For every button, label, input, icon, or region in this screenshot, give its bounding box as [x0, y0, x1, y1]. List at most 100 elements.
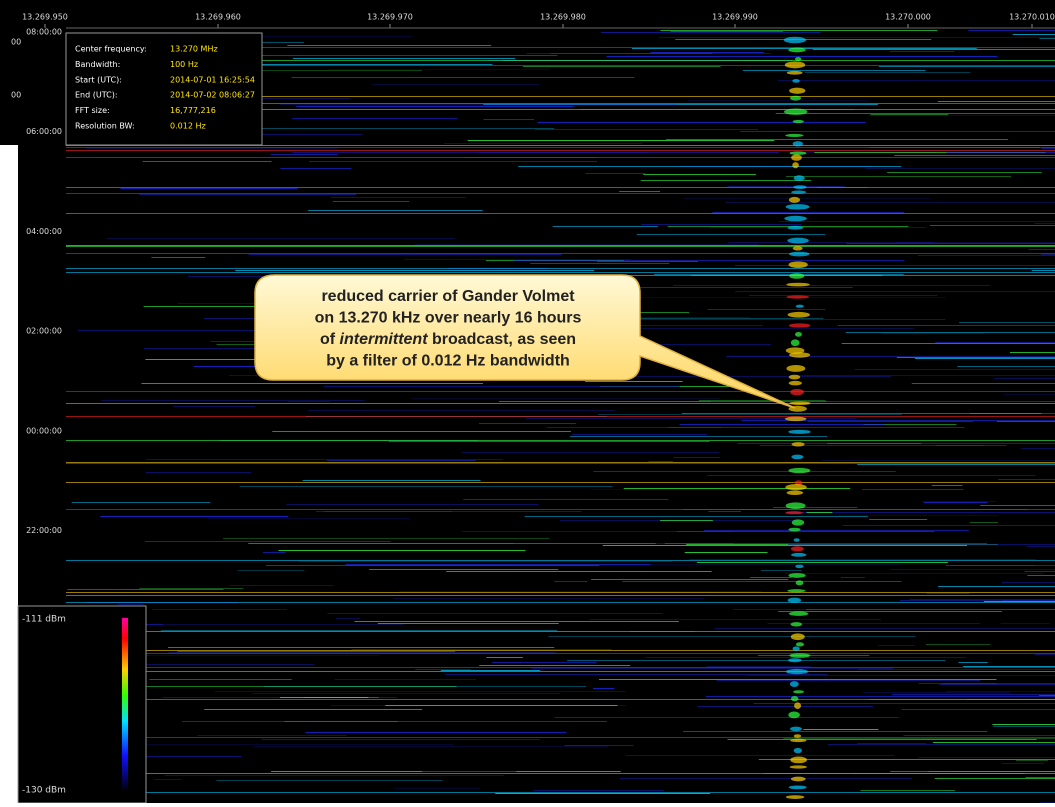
carrier-blob [785, 133, 804, 137]
noise-streak [946, 152, 1055, 153]
noise-streak [223, 538, 550, 539]
noise-streak [142, 161, 272, 162]
noise-streak [394, 788, 480, 789]
noise-streak [827, 744, 1055, 745]
noise-streak [143, 306, 301, 307]
strong-line [66, 482, 1055, 483]
noise-streak [567, 660, 946, 661]
info-rows: Center frequency: 13.270 MHz Bandwidth: 100… [75, 45, 255, 131]
noise-streak [841, 343, 1055, 344]
noise-streak [303, 697, 379, 698]
noise-streak [607, 325, 764, 326]
noise-streak [784, 573, 1045, 574]
noise-streak [180, 134, 363, 135]
colorbar [122, 618, 128, 790]
noise-streak [403, 259, 631, 260]
carrier-blob [787, 597, 802, 603]
noise-streak [85, 148, 338, 149]
carrier-blob [788, 323, 811, 328]
noise-streak [928, 771, 1055, 772]
carrier-blob [793, 690, 804, 694]
noise-streak [1025, 777, 1055, 778]
noise-streak [887, 172, 1042, 173]
noise-streak [643, 174, 756, 175]
noise-streak [857, 743, 927, 744]
noise-streak [727, 739, 1037, 740]
noise-streak [280, 168, 352, 169]
noise-streak [486, 657, 523, 658]
noise-streak [164, 775, 504, 776]
noise-streak [992, 724, 1055, 725]
noise-streak [479, 423, 577, 424]
noise-streak [1041, 148, 1055, 149]
noise-streak [552, 226, 658, 227]
noise-streak [631, 48, 977, 49]
noise-streak [102, 686, 457, 687]
carrier-blob [785, 204, 810, 210]
noise-streak [388, 441, 710, 442]
noise-streak [305, 732, 567, 733]
strong-line [66, 440, 1055, 441]
noise-streak [951, 565, 1055, 566]
noise-streak [660, 30, 938, 31]
waterfall-noise [66, 30, 1055, 803]
strong-line [66, 103, 1055, 104]
annotation-text: of [320, 331, 340, 348]
noise-streak [619, 778, 912, 779]
carrier-blob [792, 162, 799, 169]
carrier-blob [786, 364, 806, 372]
carrier-blob [788, 380, 802, 386]
noise-streak [959, 322, 1055, 323]
carrier-blob [789, 681, 799, 687]
noise-streak [415, 669, 471, 670]
noise-streak [654, 274, 904, 275]
noise-streak [596, 261, 698, 262]
strong-line [66, 65, 1055, 66]
noise-streak [870, 114, 949, 115]
noise-streak [709, 227, 926, 228]
noise-streak [215, 691, 626, 692]
noise-streak [958, 662, 988, 663]
noise-streak [1034, 654, 1055, 655]
noise-streak [531, 668, 893, 669]
carrier-blob [790, 756, 808, 764]
noise-streak [291, 77, 635, 78]
noise-streak [670, 31, 784, 32]
noise-streak [747, 675, 1055, 676]
carrier-blob [790, 738, 807, 743]
annotation-text: intermittent [340, 331, 429, 348]
carrier-blob [791, 190, 807, 194]
noise-streak [636, 234, 826, 235]
noise-streak [808, 421, 973, 422]
noise-streak [394, 598, 705, 599]
x-tick-label: 13.270.010 [1009, 13, 1055, 22]
noise-streak [878, 645, 916, 646]
noise-streak [957, 366, 1055, 367]
carrier-blob [787, 237, 809, 244]
noise-streak [1016, 760, 1048, 761]
noise-streak [929, 225, 1055, 226]
noise-streak [414, 244, 759, 245]
noise-streak [757, 655, 870, 656]
noise-streak [332, 201, 410, 202]
strong-line [66, 792, 1055, 793]
noise-streak [931, 485, 963, 486]
noise-streak [89, 744, 454, 745]
noise-streak [593, 328, 914, 329]
noise-streak [440, 670, 541, 671]
strong-line [66, 671, 1055, 672]
noise-streak [553, 344, 771, 345]
noise-streak [714, 628, 1055, 629]
noise-streak [237, 570, 305, 571]
annotation-text: broadcast, as seen [428, 331, 577, 348]
noise-streak [606, 376, 891, 377]
noise-streak [369, 569, 559, 570]
carrier-blob [786, 490, 804, 496]
noise-streak [993, 726, 1055, 727]
strong-line [66, 213, 1055, 214]
noise-streak [326, 460, 477, 461]
noise-streak [706, 666, 812, 667]
noise-streak [296, 106, 574, 107]
info-value: 0.012 Hz [170, 122, 206, 131]
carrier-blob [788, 196, 801, 203]
